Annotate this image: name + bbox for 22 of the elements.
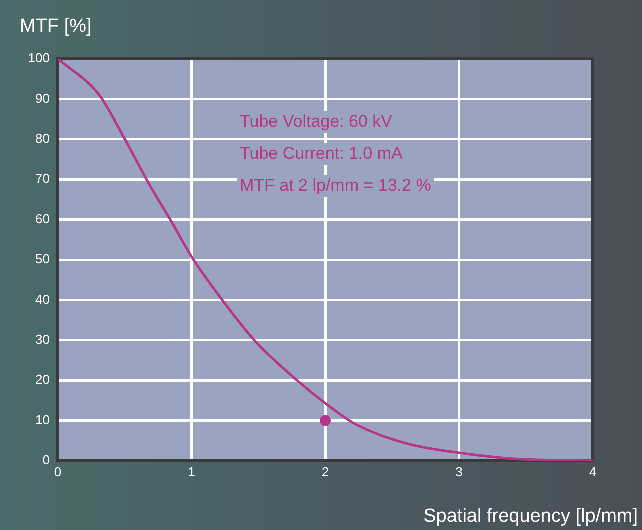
- annotation: Tube Current: 1.0 mA: [240, 144, 404, 163]
- x-tick-label: 0: [54, 464, 62, 480]
- y-tick-label: 40: [36, 292, 50, 307]
- y-tick-label: 70: [36, 171, 50, 186]
- x-tick-label: 1: [188, 464, 196, 480]
- y-axis-title: MTF [%]: [20, 16, 92, 37]
- y-tick-label: 100: [28, 50, 50, 66]
- annotation: MTF at 2 lp/mm = 13.2 %: [240, 176, 432, 195]
- y-tick-label: 60: [36, 211, 50, 226]
- y-tick-label: 30: [36, 332, 50, 347]
- y-tick-label: 90: [36, 90, 50, 106]
- x-axis-title: Spatial frequency [lp/mm]: [424, 506, 638, 527]
- annotation: Tube Voltage: 60 kV: [240, 112, 394, 131]
- y-tick-label: 80: [36, 130, 50, 146]
- y-tick-label: 50: [36, 252, 50, 267]
- x-tick-label: 2: [322, 464, 330, 480]
- line-series: [58, 59, 593, 461]
- y-tick-label: 0: [42, 452, 50, 468]
- x-tick-label: 4: [589, 464, 597, 480]
- x-tick-label: 3: [456, 464, 463, 480]
- y-tick-label: 10: [36, 412, 50, 428]
- y-tick-label: 20: [36, 372, 50, 388]
